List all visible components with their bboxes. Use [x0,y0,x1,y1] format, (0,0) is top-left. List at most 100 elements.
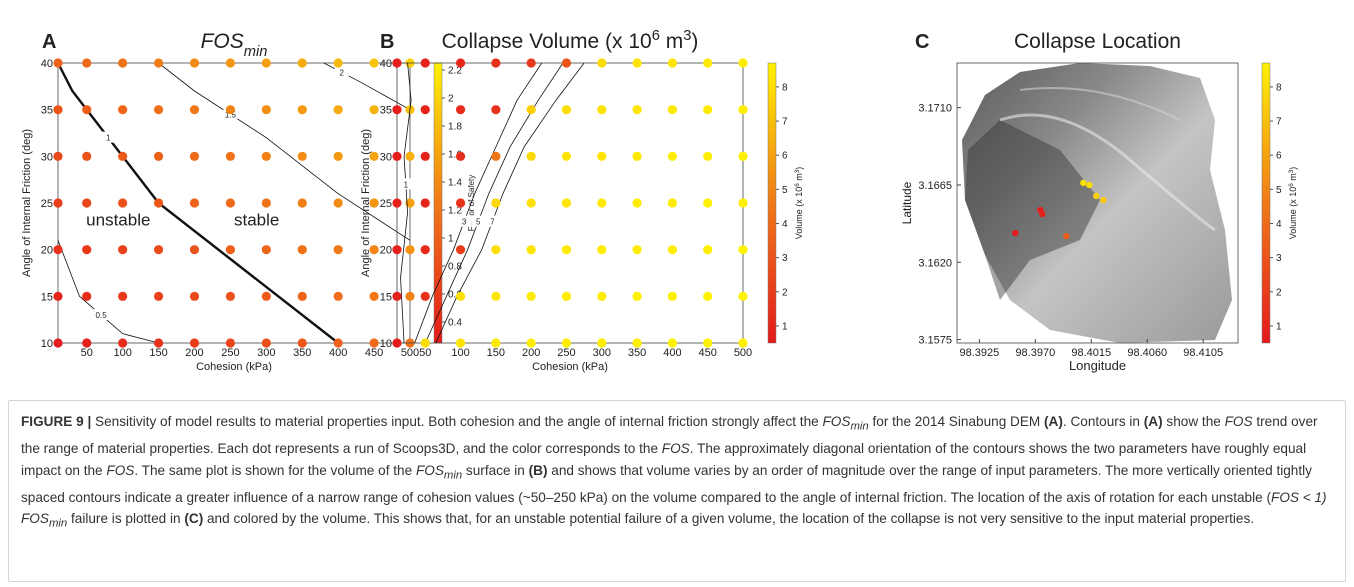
y-axis-label: Latitude [900,181,914,224]
text-run: Collapse Location [1014,30,1181,53]
text-run: FOS [201,30,244,53]
data-point [1086,182,1092,188]
y-tick-label: 25 [380,198,392,210]
data-point [562,292,571,301]
data-point [1093,193,1099,199]
data-point [738,105,747,114]
y-tick-label: 10 [380,338,392,350]
data-point [405,292,414,301]
data-point [738,338,747,347]
data-point [738,292,747,301]
data-point [334,292,343,301]
contour-line [159,63,410,240]
panel: BCollapse Volume (x 106 m3)5010015020025… [360,28,804,373]
x-tick-label: 150 [149,347,167,359]
x-tick-label: 400 [663,347,681,359]
data-point [226,105,235,114]
data-point [154,198,163,207]
x-tick-label: 98.4105 [1183,347,1223,359]
data-point [1063,233,1069,239]
data-point [421,152,430,161]
data-point [226,58,235,67]
data-point [527,245,536,254]
data-point [262,198,271,207]
data-point [392,198,401,207]
data-point [154,105,163,114]
data-point [456,245,465,254]
data-point [118,105,127,114]
contour-line [415,63,542,343]
page: AFOSmin501001502002503003504004505001015… [0,0,1354,587]
data-point [82,292,91,301]
data-point [421,105,430,114]
caption-run: min [444,469,462,481]
data-point [118,152,127,161]
data-point [527,338,536,347]
colorbar-tick-label: 1.4 [448,178,462,189]
data-point [456,198,465,207]
y-tick-label: 20 [41,245,53,257]
contour-label: 1 [106,134,111,143]
x-tick-label: 100 [451,347,469,359]
data-point [421,245,430,254]
text-run: 6 [652,28,660,44]
text-run: ) [794,167,804,170]
data-point [53,198,62,207]
data-point [421,58,430,67]
colorbar-tick-label: 1 [1276,321,1282,332]
x-tick-label: 400 [329,347,347,359]
colorbar [768,63,776,343]
map [962,63,1232,343]
data-point [738,245,747,254]
x-tick-label: 200 [185,347,203,359]
panel-title: Collapse Location [1014,30,1181,53]
data-point [527,105,536,114]
data-point [334,198,343,207]
data-point [597,198,606,207]
data-point [190,152,199,161]
caption-span: FOS [416,463,444,478]
data-point [405,152,414,161]
contour-label: 7 [490,218,495,227]
caption: FIGURE 9 | Sensitivity of model results … [8,400,1346,582]
data-point [668,105,677,114]
x-tick-label: 50 [419,347,431,359]
data-point [53,152,62,161]
data-point [456,292,465,301]
x-tick-label: 50 [81,347,93,359]
data-point [562,245,571,254]
panel-title: Collapse Volume (x 106 m3) [442,28,699,53]
caption-span: FOS [822,414,850,429]
text-run: Volume (x 10 [1288,187,1298,240]
data-point [527,198,536,207]
panel-letter: C [915,31,929,53]
caption-run: min [850,421,868,433]
data-point [262,338,271,347]
data-point [703,198,712,207]
y-tick-label: 3.1665 [918,180,952,192]
data-point [562,198,571,207]
data-point [668,338,677,347]
data-point [703,105,712,114]
data-point [632,338,641,347]
data-point [597,58,606,67]
data-point [154,338,163,347]
data-point [632,152,641,161]
x-axis-label: Cohesion (kPa) [196,361,272,373]
caption-span: (B) [529,463,548,478]
data-point [226,152,235,161]
data-point [298,245,307,254]
colorbar-tick-label: 3 [1276,253,1282,264]
caption-span: for the 2014 Sinabung DEM [869,414,1044,429]
data-point [298,105,307,114]
data-point [154,292,163,301]
text-run: m [660,30,683,53]
data-point [82,338,91,347]
x-tick-label: 200 [522,347,540,359]
data-point [226,245,235,254]
text-run: ) [1288,167,1298,170]
data-point [405,245,414,254]
data-point [597,105,606,114]
text-run: Volume (x 10 [794,187,804,240]
data-point [562,152,571,161]
